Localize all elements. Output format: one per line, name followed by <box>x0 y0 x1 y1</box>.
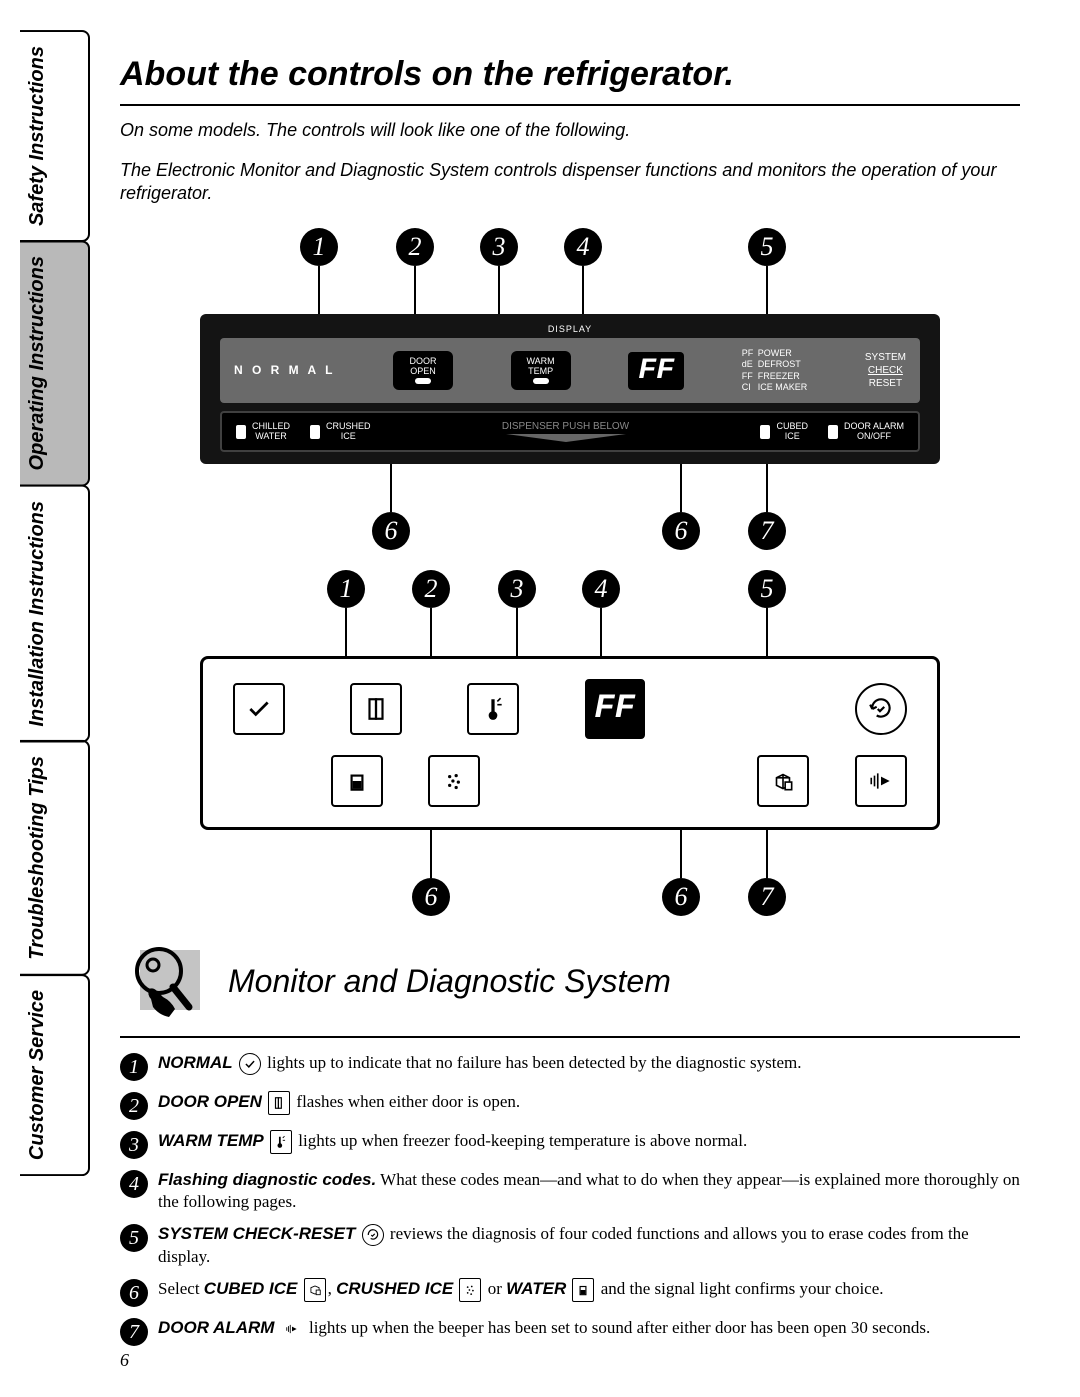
diagram-2: 1 2 3 4 5 FF <box>200 570 940 916</box>
rule <box>120 104 1020 106</box>
side-tab[interactable]: Customer Service <box>20 974 90 1176</box>
callout-6: 6 <box>662 878 700 916</box>
callout-2: 2 <box>412 570 450 608</box>
intro-text: The Electronic Monitor and Diagnostic Sy… <box>120 159 1020 204</box>
list-item: 4Flashing diagnostic codes. What these c… <box>120 1169 1020 1213</box>
side-tab[interactable]: Safety Instructions <box>20 30 90 242</box>
dark-panel: DISPLAY N O R M A L DOOR OPEN WARM TEMP … <box>200 314 940 464</box>
callout-4: 4 <box>564 228 602 266</box>
callout-3: 3 <box>498 570 536 608</box>
door-icon <box>350 683 402 735</box>
callout-7: 7 <box>748 512 786 550</box>
page-title: About the controls on the refrigerator. <box>120 55 1020 94</box>
display-label: DISPLAY <box>220 324 920 334</box>
list-item: 7DOOR ALARM lights up when the beeper ha… <box>120 1317 1020 1346</box>
side-tab[interactable]: Installation Instructions <box>20 485 90 743</box>
callout-6: 6 <box>372 512 410 550</box>
list-item: 5SYSTEM CHECK-RESET reviews the diagnosi… <box>120 1223 1020 1268</box>
list-item: 6Select CUBED ICE , CRUSHED ICE or WATER… <box>120 1278 1020 1307</box>
crushed-icon[interactable] <box>428 755 480 807</box>
list-item: 1NORMAL lights up to indicate that no fa… <box>120 1052 1020 1081</box>
callout-5: 5 <box>748 570 786 608</box>
callout-2: 2 <box>396 228 434 266</box>
warm-temp-pill: WARM TEMP <box>511 351 571 391</box>
side-tab[interactable]: Operating Instructions <box>20 240 90 486</box>
normal-icon <box>233 683 285 735</box>
callout-6: 6 <box>662 512 700 550</box>
section-title: Monitor and Diagnostic System <box>228 963 671 1000</box>
crushed-ice[interactable]: CRUSHED ICE <box>310 422 371 442</box>
item-list: 1NORMAL lights up to indicate that no fa… <box>120 1052 1020 1346</box>
door-alarm[interactable]: DOOR ALARM ON/OFF <box>828 422 904 442</box>
dark-row-1: N O R M A L DOOR OPEN WARM TEMP FF PFPOW… <box>220 338 920 403</box>
cubed-icon[interactable] <box>757 755 809 807</box>
system-check: SYSTEM CHECK RESET <box>865 351 906 390</box>
normal-label: N O R M A L <box>234 363 335 377</box>
section-rule <box>120 1036 1020 1038</box>
light-panel: FF <box>200 656 940 830</box>
therm-icon <box>467 683 519 735</box>
cubed-ice[interactable]: CUBED ICE <box>760 422 808 442</box>
diagram-1: 1 2 3 4 5 DISPLAY N O R M A L DOOR OPEN WARM… <box>200 228 940 550</box>
side-tab[interactable]: Troubleshooting Tips <box>20 740 90 976</box>
callout-3: 3 <box>480 228 518 266</box>
callout-7: 7 <box>748 878 786 916</box>
callout-4: 4 <box>582 570 620 608</box>
ff-light-display: FF <box>585 679 645 739</box>
reset-icon <box>855 683 907 735</box>
door-open-pill: DOOR OPEN <box>393 351 453 391</box>
water-icon[interactable] <box>331 755 383 807</box>
hand-magnifier-icon <box>120 936 210 1026</box>
callout-6: 6 <box>412 878 450 916</box>
side-tabs: Safety InstructionsOperating Instruction… <box>20 0 90 1397</box>
alarm-icon[interactable] <box>855 755 907 807</box>
push-below: DISPENSER PUSH BELOW <box>371 421 761 442</box>
dark-row-2: CHILLED WATER CRUSHED ICE DISPENSER PUSH… <box>220 411 920 452</box>
section-head: Monitor and Diagnostic System <box>120 936 1020 1026</box>
list-item: 2DOOR OPEN flashes when either door is o… <box>120 1091 1020 1120</box>
codes-list: PFPOWERdEDEFROSTFFFREEZERCIICE MAKER <box>742 348 808 393</box>
callout-5: 5 <box>748 228 786 266</box>
chilled-water[interactable]: CHILLED WATER <box>236 422 290 442</box>
subtitle: On some models. The controls will look l… <box>120 120 1020 141</box>
callout-1: 1 <box>300 228 338 266</box>
callout-1: 1 <box>327 570 365 608</box>
ff-display: FF <box>628 352 684 390</box>
list-item: 3WARM TEMP lights up when freezer food-k… <box>120 1130 1020 1159</box>
content: About the controls on the refrigerator. … <box>90 0 1080 1397</box>
page-number: 6 <box>120 1350 129 1371</box>
